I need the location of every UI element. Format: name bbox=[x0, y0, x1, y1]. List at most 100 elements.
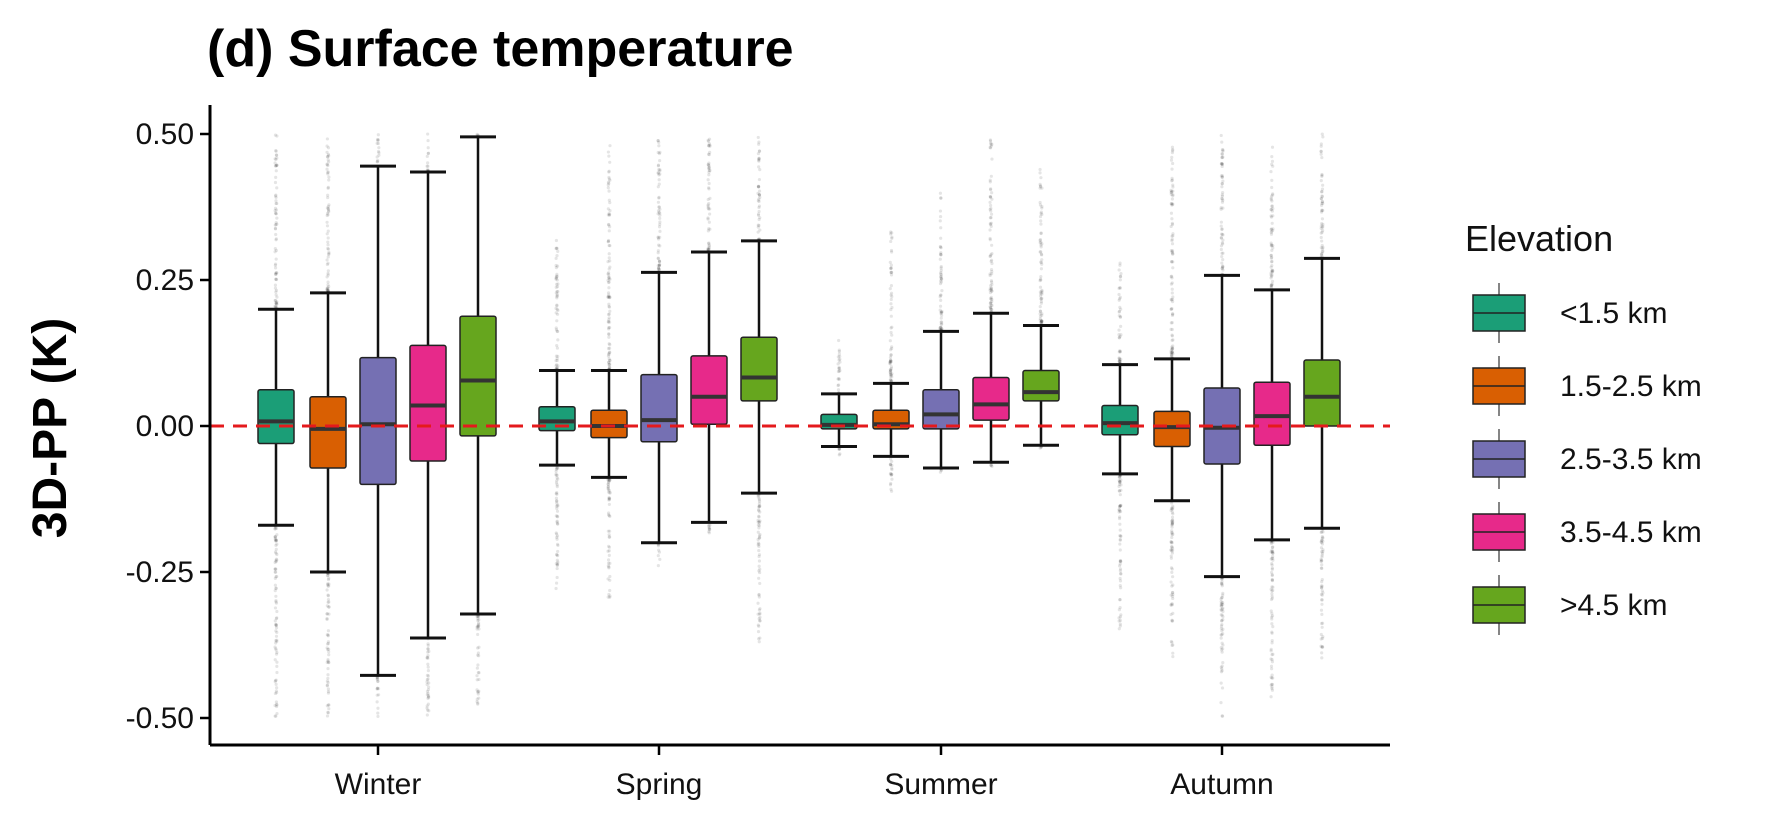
outlier-point bbox=[273, 680, 277, 684]
outlier-point bbox=[658, 172, 662, 176]
outlier-point bbox=[1039, 292, 1043, 296]
outlier-point bbox=[555, 520, 559, 524]
outlier-point bbox=[1270, 221, 1274, 225]
outlier-point bbox=[1038, 290, 1042, 294]
outlier-point bbox=[325, 612, 329, 616]
outlier-point bbox=[1320, 247, 1325, 251]
outlier-point bbox=[325, 684, 329, 688]
outlier-point bbox=[1320, 535, 1324, 539]
outlier-point bbox=[1270, 630, 1274, 634]
outlier-point bbox=[1169, 188, 1173, 192]
outlier-point bbox=[606, 490, 611, 494]
outlier-point bbox=[657, 259, 662, 264]
outlier-point bbox=[989, 144, 993, 148]
outlier-point bbox=[1269, 230, 1273, 235]
outlier-point bbox=[1171, 643, 1175, 647]
outlier-point bbox=[757, 185, 761, 189]
outlier-point bbox=[554, 467, 559, 471]
outlier-point bbox=[275, 686, 279, 690]
outlier-point bbox=[1170, 541, 1174, 545]
outlier-point bbox=[273, 227, 278, 231]
outlier-point bbox=[273, 161, 277, 165]
outlier-point bbox=[274, 538, 279, 542]
outlier-point bbox=[1118, 286, 1123, 290]
outlier-point bbox=[475, 666, 479, 670]
outlier-point bbox=[1221, 179, 1225, 183]
outlier-point bbox=[275, 703, 279, 707]
outlier-point bbox=[554, 306, 558, 310]
outlier-point bbox=[1117, 516, 1122, 521]
outlier-point bbox=[1321, 548, 1325, 552]
outlier-point bbox=[274, 257, 278, 261]
outlier-point bbox=[606, 213, 610, 217]
outlier-point bbox=[327, 661, 331, 665]
outlier-point bbox=[427, 695, 431, 699]
outlier-point bbox=[426, 647, 430, 651]
outlier-point bbox=[756, 184, 761, 188]
outlier-point bbox=[556, 282, 560, 286]
outlier-point bbox=[326, 261, 330, 265]
outlier-point bbox=[939, 272, 943, 276]
outlier-point bbox=[939, 276, 943, 280]
outlier-point bbox=[608, 588, 612, 593]
outlier-point bbox=[426, 669, 430, 673]
outlier-point bbox=[1040, 288, 1044, 292]
outlier-point bbox=[889, 373, 894, 377]
outlier-point bbox=[1320, 536, 1324, 540]
outlier-point bbox=[757, 521, 762, 525]
outlier-point bbox=[606, 291, 611, 295]
outlier-point bbox=[1170, 545, 1174, 549]
outlier-point bbox=[1169, 548, 1173, 552]
outlier-point bbox=[426, 643, 430, 648]
outlier-point bbox=[1170, 354, 1174, 358]
outlier-point bbox=[607, 357, 611, 361]
outlier-point bbox=[275, 639, 279, 644]
outlier-point bbox=[1220, 174, 1224, 178]
outlier-point bbox=[708, 207, 712, 211]
outlier-point bbox=[326, 229, 330, 233]
outlier-point bbox=[1118, 475, 1122, 479]
outlier-point bbox=[554, 311, 558, 315]
outlier-point bbox=[555, 466, 559, 470]
outlier-point bbox=[326, 269, 330, 273]
outlier-point bbox=[656, 171, 660, 175]
outlier-point bbox=[757, 542, 761, 546]
outlier-point bbox=[988, 288, 992, 292]
outlier-point bbox=[657, 195, 661, 199]
outlier-point bbox=[658, 229, 662, 233]
outlier-point bbox=[889, 314, 893, 318]
outlier-point bbox=[939, 293, 943, 297]
outlier-point bbox=[326, 710, 330, 714]
outlier-point bbox=[608, 244, 612, 248]
outlier-point bbox=[1220, 155, 1224, 160]
outlier-point bbox=[377, 693, 381, 697]
outlier-point bbox=[326, 593, 330, 597]
outlier-point bbox=[757, 559, 762, 563]
outlier-point bbox=[1269, 227, 1274, 231]
legend-label: 3.5-4.5 km bbox=[1560, 516, 1702, 549]
outlier-point bbox=[608, 578, 612, 582]
outlier-point bbox=[888, 339, 892, 343]
outlier-point bbox=[707, 142, 711, 146]
outlier-point bbox=[325, 211, 330, 215]
outlier-point bbox=[376, 141, 380, 146]
outlier-point bbox=[1170, 519, 1175, 523]
outlier-point bbox=[274, 169, 278, 173]
outlier-point bbox=[1038, 305, 1042, 309]
box-1-summer bbox=[820, 338, 858, 457]
outlier-point bbox=[425, 713, 429, 717]
outlier-point bbox=[607, 496, 611, 500]
outlier-point bbox=[708, 143, 712, 147]
outlier-point bbox=[607, 243, 611, 248]
outlier-point bbox=[1170, 167, 1174, 171]
outlier-point bbox=[938, 214, 943, 219]
outlier-point bbox=[476, 653, 480, 657]
outlier-point bbox=[556, 543, 560, 548]
outlier-point bbox=[1040, 204, 1044, 209]
outlier-point bbox=[273, 211, 278, 215]
outlier-point bbox=[1118, 350, 1122, 354]
plot-area bbox=[210, 132, 1390, 719]
legend-item-5: >4.5 km bbox=[1472, 575, 1668, 635]
outlier-point bbox=[325, 573, 330, 578]
outlier-point bbox=[1220, 607, 1225, 611]
